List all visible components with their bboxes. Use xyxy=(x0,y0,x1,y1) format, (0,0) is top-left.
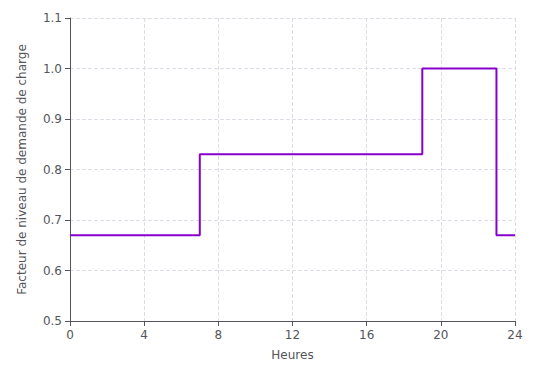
svg-text:0: 0 xyxy=(66,328,74,342)
svg-text:0.9: 0.9 xyxy=(43,112,62,126)
svg-text:12: 12 xyxy=(285,328,300,342)
svg-text:20: 20 xyxy=(433,328,448,342)
svg-text:Heures: Heures xyxy=(271,348,313,362)
svg-text:1.0: 1.0 xyxy=(43,62,62,76)
svg-text:4: 4 xyxy=(140,328,148,342)
svg-text:0.8: 0.8 xyxy=(43,163,62,177)
svg-text:16: 16 xyxy=(359,328,374,342)
svg-text:1.1: 1.1 xyxy=(43,11,62,25)
svg-text:0.7: 0.7 xyxy=(43,213,62,227)
svg-text:8: 8 xyxy=(215,328,223,342)
svg-text:24: 24 xyxy=(507,328,522,342)
svg-text:0.6: 0.6 xyxy=(43,264,62,278)
svg-text:Facteur de niveau de demande d: Facteur de niveau de demande de charge xyxy=(15,44,29,295)
svg-text:0.5: 0.5 xyxy=(43,314,62,328)
